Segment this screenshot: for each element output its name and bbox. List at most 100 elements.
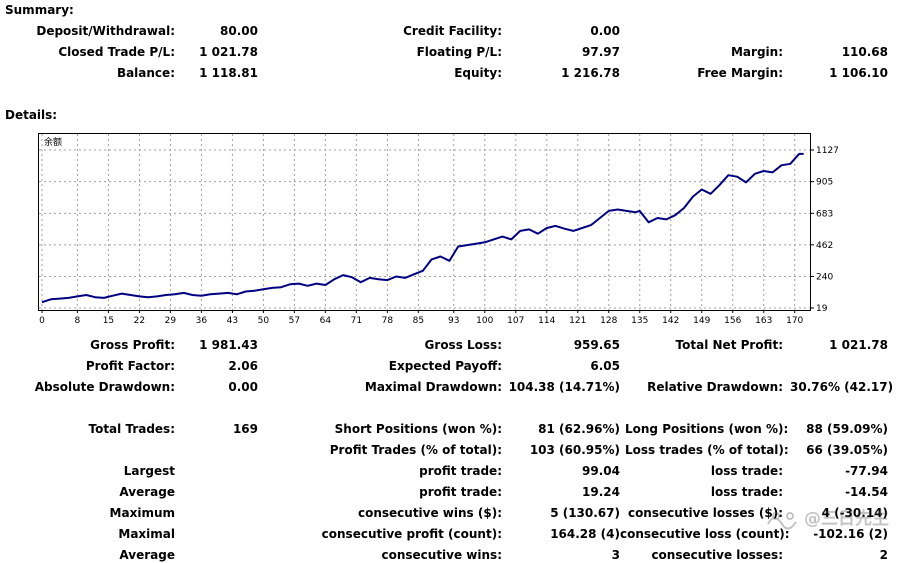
floating-pl-value: 97.97: [582, 45, 620, 59]
absolute-drawdown-label: Absolute Drawdown:: [34, 380, 175, 394]
x-tick-label: 29: [165, 316, 177, 326]
x-tick-label: 121: [569, 316, 586, 326]
x-tick-label: 0: [39, 316, 45, 326]
maximal-cons-loss-label: consecutive loss (count):: [620, 527, 790, 541]
maximal-drawdown-label: Maximal Drawdown:: [364, 380, 502, 394]
total-trades-value: 169: [232, 422, 258, 436]
x-tick-label: 15: [103, 316, 114, 326]
y-tick-label: 683: [816, 209, 833, 219]
x-tick-label: 22: [134, 316, 145, 326]
gross-profit-value: 1 981.43: [199, 338, 258, 352]
summary-title: Summary:: [5, 3, 74, 17]
average-label: Average: [119, 485, 175, 499]
x-tick-label: 163: [755, 316, 772, 326]
chart-grid: [39, 134, 810, 310]
maximal-drawdown-value: 104.38 (14.71%): [508, 380, 620, 394]
x-tick-label: 93: [448, 316, 459, 326]
equity-value: 1 216.78: [561, 66, 620, 80]
maximal-cons-profit-label: consecutive profit (count):: [321, 527, 502, 541]
x-tick-label: 156: [724, 316, 741, 326]
closed-pl-label: Closed Trade P/L:: [58, 45, 175, 59]
relative-drawdown-label: Relative Drawdown:: [647, 380, 783, 394]
expected-payoff-label: Expected Payoff:: [388, 359, 502, 373]
margin-label: Margin:: [730, 45, 783, 59]
max-cons-wins-label: consecutive wins ($):: [357, 506, 502, 520]
avg-cons-wins-label: consecutive wins:: [381, 548, 502, 562]
profit-trades-value: 103 (60.95%): [529, 443, 620, 457]
x-tick-label: 85: [413, 316, 424, 326]
long-positions-label: Long Positions (won %):: [625, 422, 789, 436]
short-positions-label: Short Positions (won %):: [334, 422, 502, 436]
chart-legend: 余额: [44, 136, 62, 148]
balance-value: 1 118.81: [199, 66, 258, 80]
y-tick-label: 462: [816, 241, 833, 251]
profit-factor-value: 2.06: [228, 359, 258, 373]
chart-series-layer: [41, 152, 804, 304]
avg-cons-losses-label: consecutive losses:: [651, 548, 783, 562]
deposit-label: Deposit/Withdrawal:: [36, 24, 175, 38]
x-tick-label: 50: [258, 316, 270, 326]
credit-value: 0.00: [590, 24, 620, 38]
balance-chart-frame: [38, 133, 811, 311]
gross-profit-label: Gross Profit:: [90, 338, 175, 352]
balance-label: Balance:: [116, 66, 175, 80]
average-loss-value: -14.54: [845, 485, 888, 499]
x-tick-label: 149: [693, 316, 710, 326]
x-tick-label: 8: [75, 316, 81, 326]
y-tick-label: 1127: [816, 146, 839, 156]
max-cons-wins-value: 5 (130.67): [550, 506, 620, 520]
watermark-icon: [767, 512, 797, 530]
credit-label: Credit Facility:: [403, 24, 502, 38]
average-profit-label: profit trade:: [419, 485, 502, 499]
x-tick-label: 71: [351, 316, 362, 326]
gross-loss-label: Gross Loss:: [424, 338, 502, 352]
x-tick-label: 107: [507, 316, 524, 326]
chart-y-ticks: 19 240 462 683 905 1127: [810, 146, 839, 314]
maximal-label: Maximal: [118, 527, 175, 541]
loss-trades-value: 66 (39.05%): [806, 443, 888, 457]
largest-profit-label: profit trade:: [419, 464, 502, 478]
x-tick-label: 142: [662, 316, 679, 326]
x-tick-label: 135: [631, 316, 648, 326]
x-tick-label: 114: [538, 316, 555, 326]
largest-loss-label: loss trade:: [710, 464, 783, 478]
equity-label: Equity:: [454, 66, 502, 80]
x-tick-label: 43: [227, 316, 238, 326]
average-profit-value: 19.24: [582, 485, 620, 499]
chart-x-ticks: 0 8 15 22 29 36 43 50 57 64 71 78 85 93 100 107 114 121 12…: [39, 310, 804, 326]
watermark: @三日先生: [767, 508, 889, 530]
floating-pl-label: Floating P/L:: [416, 45, 502, 59]
x-tick-label: 36: [196, 316, 208, 326]
y-tick-label: 240: [816, 272, 833, 282]
profit-factor-label: Profit Factor:: [85, 359, 175, 373]
total-net-profit-value: 1 021.78: [829, 338, 888, 352]
largest-label: Largest: [123, 464, 175, 478]
x-tick-label: 128: [600, 316, 617, 326]
relative-drawdown-value: 30.76% (42.17): [790, 380, 894, 394]
x-tick-label: 170: [786, 316, 803, 326]
details-title: Details:: [5, 108, 58, 122]
watermark-text: @三日先生: [804, 508, 889, 529]
short-positions-value: 81 (62.96%): [538, 422, 620, 436]
long-positions-value: 88 (59.09%): [806, 422, 888, 436]
maximal-cons-profit-value: 164.28 (4): [550, 527, 620, 541]
total-trades-label: Total Trades:: [88, 422, 175, 436]
y-tick-label: 19: [816, 304, 828, 314]
x-tick-label: 100: [476, 316, 493, 326]
y-tick-label: 905: [816, 178, 833, 188]
avg-cons-wins-value: 3: [611, 548, 620, 562]
closed-pl-value: 1 021.78: [199, 45, 258, 59]
x-tick-label: 78: [382, 316, 394, 326]
profit-trades-label: Profit Trades (% of total):: [329, 443, 502, 457]
x-tick-label: 64: [320, 316, 332, 326]
x-tick-label: 57: [289, 316, 300, 326]
deposit-value: 80.00: [220, 24, 258, 38]
largest-profit-value: 99.04: [582, 464, 620, 478]
balance-series-line: [41, 152, 804, 304]
gross-loss-value: 959.65: [573, 338, 620, 352]
free-margin-label: Free Margin:: [697, 66, 783, 80]
total-net-profit-label: Total Net Profit:: [675, 338, 783, 352]
average-loss-label: loss trade:: [710, 485, 783, 499]
maximum-label: Maximum: [109, 506, 175, 520]
